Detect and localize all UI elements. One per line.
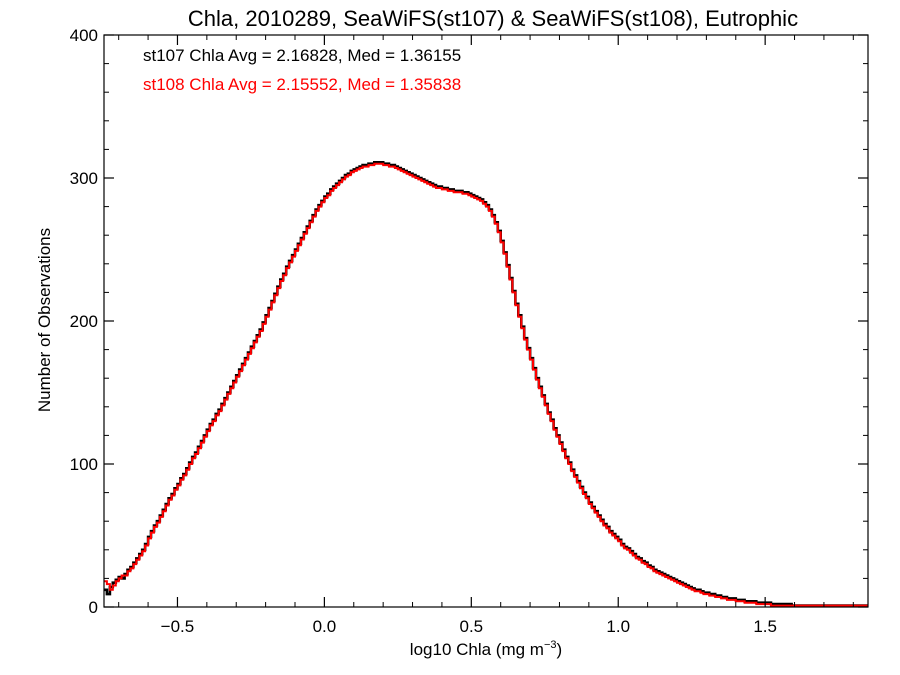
x-axis-label-main: log10 Chla (mg m <box>410 640 544 659</box>
x-axis-label: log10 Chla (mg m−3) <box>410 639 562 659</box>
annotation-st108: st108 Chla Avg = 2.15552, Med = 1.35838 <box>143 75 461 94</box>
x-axis: −0.5 0.0 0.5 1.0 1.5 <box>118 35 854 636</box>
y-axis-label: Number of Observations <box>35 228 54 412</box>
series-st108-line <box>104 162 868 607</box>
x-tick-label: 0.0 <box>313 617 337 636</box>
annotation-st107: st107 Chla Avg = 2.16828, Med = 1.36155 <box>143 46 461 65</box>
y-tick-label: 400 <box>70 26 98 45</box>
chart-title: Chla, 2010289, SeaWiFS(st107) & SeaWiFS(… <box>188 6 798 31</box>
y-tick-label: 0 <box>89 598 98 617</box>
y-tick-label: 100 <box>70 455 98 474</box>
x-tick-label: 1.5 <box>753 617 777 636</box>
series-layer <box>104 161 868 607</box>
x-axis-label-close: ) <box>557 640 563 659</box>
x-tick-label: −0.5 <box>161 617 195 636</box>
x-axis-label-superscript: −3 <box>544 639 557 651</box>
y-tick-label: 200 <box>70 312 98 331</box>
y-axis: 0 100 200 300 400 <box>70 26 868 617</box>
x-tick-label: 0.5 <box>459 617 483 636</box>
y-tick-label: 300 <box>70 169 98 188</box>
x-tick-label: 1.0 <box>606 617 630 636</box>
